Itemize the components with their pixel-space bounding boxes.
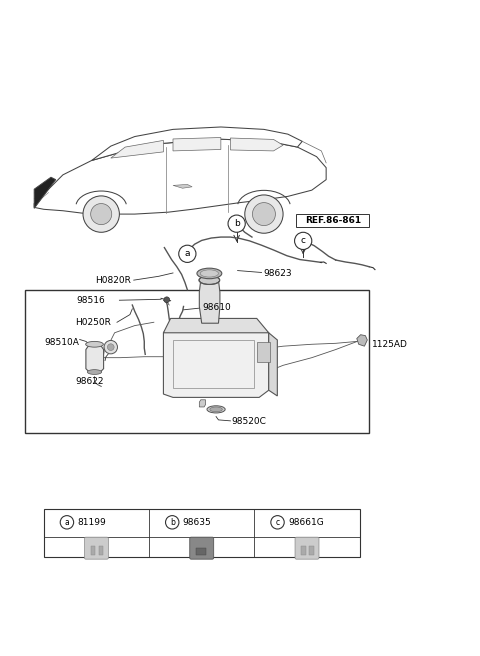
Text: c: c — [300, 236, 306, 245]
Text: 98520C: 98520C — [231, 417, 266, 426]
Polygon shape — [173, 138, 221, 151]
Polygon shape — [111, 140, 163, 158]
Circle shape — [245, 195, 283, 234]
Ellipse shape — [85, 341, 103, 347]
Circle shape — [60, 516, 73, 529]
Polygon shape — [163, 323, 269, 398]
Text: 98623: 98623 — [263, 269, 291, 278]
Bar — [91, 546, 95, 555]
Text: 81199: 81199 — [77, 518, 106, 527]
Polygon shape — [34, 177, 56, 209]
Polygon shape — [357, 335, 367, 346]
Circle shape — [108, 344, 114, 350]
Circle shape — [83, 196, 120, 232]
Text: H0250R: H0250R — [75, 318, 111, 327]
Polygon shape — [199, 280, 220, 323]
Polygon shape — [269, 333, 277, 396]
Circle shape — [179, 245, 196, 262]
FancyBboxPatch shape — [84, 537, 108, 559]
FancyBboxPatch shape — [297, 214, 369, 228]
Text: 1125AD: 1125AD — [372, 340, 408, 349]
Circle shape — [166, 516, 179, 529]
Polygon shape — [199, 400, 205, 407]
Ellipse shape — [197, 268, 222, 279]
Circle shape — [295, 232, 312, 249]
Bar — [44, 509, 360, 557]
Ellipse shape — [200, 270, 218, 277]
Polygon shape — [230, 138, 283, 151]
Text: 98510A: 98510A — [45, 338, 80, 347]
Bar — [301, 546, 306, 555]
Polygon shape — [86, 345, 104, 372]
Text: REF.86-861: REF.86-861 — [305, 216, 361, 225]
Ellipse shape — [207, 406, 225, 413]
Bar — [24, 290, 369, 434]
Bar — [257, 342, 270, 361]
Text: c: c — [276, 518, 279, 527]
Polygon shape — [92, 127, 302, 161]
Text: 98635: 98635 — [183, 518, 212, 527]
Polygon shape — [163, 318, 269, 333]
Bar — [99, 546, 103, 555]
Text: 98622: 98622 — [75, 377, 103, 386]
Circle shape — [164, 297, 169, 302]
FancyBboxPatch shape — [190, 537, 214, 559]
FancyBboxPatch shape — [295, 537, 319, 559]
Polygon shape — [173, 184, 192, 188]
Polygon shape — [34, 139, 326, 214]
Ellipse shape — [87, 369, 102, 375]
Circle shape — [271, 516, 284, 529]
Text: b: b — [234, 219, 240, 228]
Text: a: a — [64, 518, 69, 527]
Bar — [310, 546, 314, 555]
Text: 98661G: 98661G — [288, 518, 324, 527]
Circle shape — [228, 215, 245, 232]
Circle shape — [91, 203, 112, 224]
Text: a: a — [185, 249, 190, 258]
Text: 98610: 98610 — [203, 303, 231, 312]
Ellipse shape — [199, 276, 220, 285]
Text: 98516: 98516 — [76, 296, 105, 305]
Ellipse shape — [210, 407, 222, 412]
Text: b: b — [170, 518, 175, 527]
Bar — [196, 548, 205, 555]
Circle shape — [252, 203, 276, 226]
Circle shape — [104, 340, 118, 354]
Text: H0820R: H0820R — [96, 276, 132, 285]
